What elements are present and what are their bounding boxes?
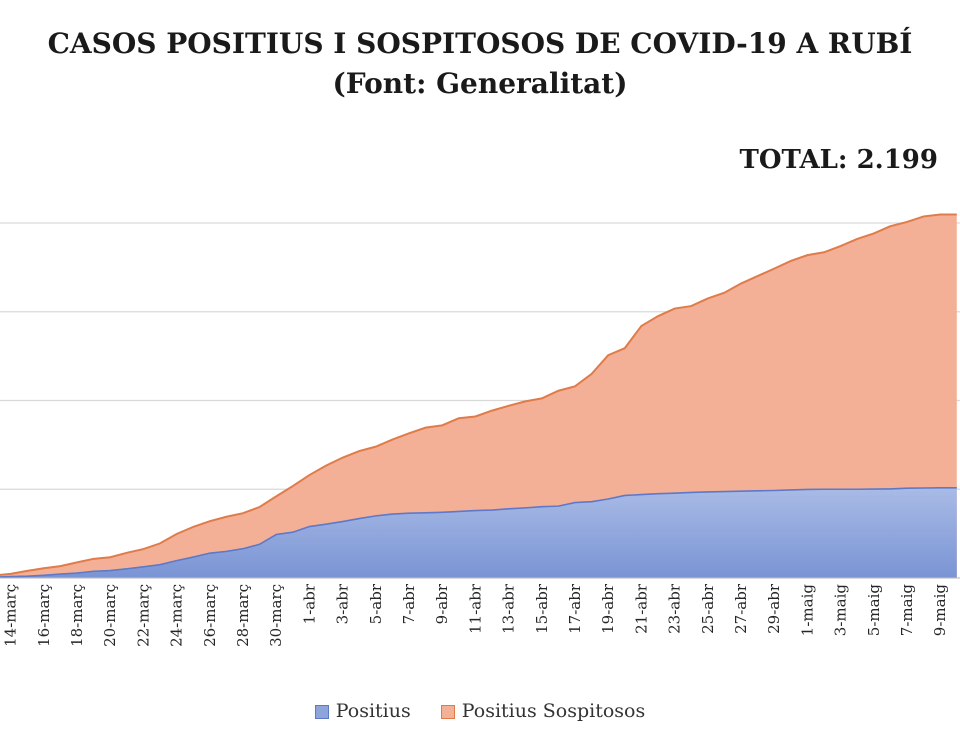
chart-title: CASOS POSITIUS I SOSPITOSOS DE COVID-19 … [0, 24, 960, 104]
chart-title-line: CASOS POSITIUS I SOSPITOSOS DE COVID-19 … [47, 27, 913, 60]
x-tick-label: 14-març [2, 584, 20, 647]
chart-legend: Positius Positius Sospitosos [0, 700, 960, 722]
legend-item-sospitosos: Positius Sospitosos [440, 700, 646, 722]
x-tick-label: 20-març [101, 584, 119, 647]
x-tick-label: 3-abr [334, 583, 352, 624]
x-tick-label: 21-abr [632, 583, 650, 634]
x-tick-label: 18-març [68, 584, 86, 647]
x-tick-label: 16-març [35, 584, 53, 647]
legend-swatch-positius [314, 705, 329, 719]
x-tick-label: 30-març [267, 584, 285, 647]
x-tick-label: 9-maig [931, 584, 949, 637]
legend-swatch-sospitosos [440, 705, 455, 719]
x-tick-label: 7-abr [400, 583, 418, 624]
line-positius [0, 487, 957, 578]
x-tick-label: 19-abr [599, 583, 617, 634]
x-tick-label: 24-març [168, 584, 186, 647]
x-tick-label: 3-maig [832, 584, 850, 637]
chart-plot-area: 14-març 16-març 18-març 20-març 22-març 24-ma… [0, 213, 960, 647]
x-tick-label: 17-abr [566, 583, 584, 634]
x-tick-label: 11-abr [466, 583, 484, 634]
line-positius-sospitosos [0, 213, 957, 576]
x-tick-label: 9-abr [433, 583, 451, 624]
x-tick-label: 1-maig [798, 584, 816, 637]
legend-item-positius: Positius [314, 700, 411, 722]
x-tick-label: 7-maig [898, 584, 916, 637]
x-tick-label: 5-maig [865, 584, 883, 637]
legend-label-positius: Positius [335, 700, 411, 722]
x-tick-label: 29-abr [765, 583, 783, 634]
area-positius [0, 487, 957, 578]
x-tick-label: 23-abr [666, 583, 684, 634]
x-tick-label: 27-abr [732, 583, 750, 634]
x-tick-label: 13-abr [500, 583, 518, 634]
chart-subtitle-line: (Font: Generalitat) [332, 67, 628, 100]
x-tick-label: 28-març [234, 584, 252, 647]
x-tick-label: 22-març [134, 584, 152, 647]
x-tick-label: 1-abr [300, 583, 318, 624]
total-annotation: TOTAL: 2.199 [739, 145, 938, 175]
x-tick-label: 15-abr [533, 583, 551, 634]
legend-label-sospitosos: Positius Sospitosos [461, 700, 646, 722]
x-tick-label: 25-abr [699, 583, 717, 634]
area-positius-sospitosos [0, 214, 957, 578]
x-tick-label: 5-abr [367, 583, 385, 624]
x-tick-label: 26-març [201, 584, 219, 647]
